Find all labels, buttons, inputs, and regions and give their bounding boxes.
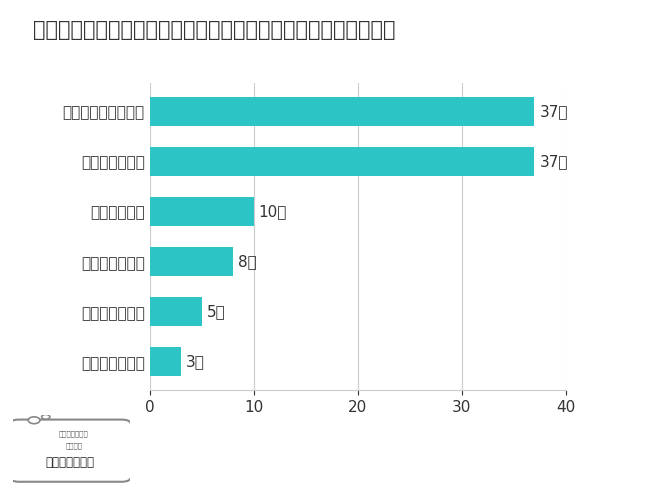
Text: ブリーチ後に使うシャンプー選びで一番大切にしていることは？: ブリーチ後に使うシャンプー選びで一番大切にしていることは？: [32, 20, 395, 40]
Bar: [150, 247, 233, 276]
FancyBboxPatch shape: [10, 420, 131, 482]
Text: 37人: 37人: [540, 104, 568, 119]
Text: 5人: 5人: [207, 305, 226, 319]
Bar: [150, 347, 181, 376]
Bar: [150, 147, 534, 176]
Text: 3人: 3人: [186, 354, 205, 369]
Text: 8人: 8人: [238, 254, 257, 269]
Circle shape: [42, 414, 50, 419]
Text: 10人: 10人: [259, 204, 287, 219]
Circle shape: [28, 417, 40, 424]
Bar: [150, 297, 202, 326]
Text: 37人: 37人: [540, 154, 568, 169]
Bar: [150, 97, 534, 126]
Text: ヘアケアトーク: ヘアケアトーク: [46, 456, 95, 469]
Text: なれる話: なれる話: [66, 442, 83, 449]
Text: あしたいい髪に: あしたいい髪に: [59, 430, 88, 437]
Bar: [150, 197, 254, 226]
